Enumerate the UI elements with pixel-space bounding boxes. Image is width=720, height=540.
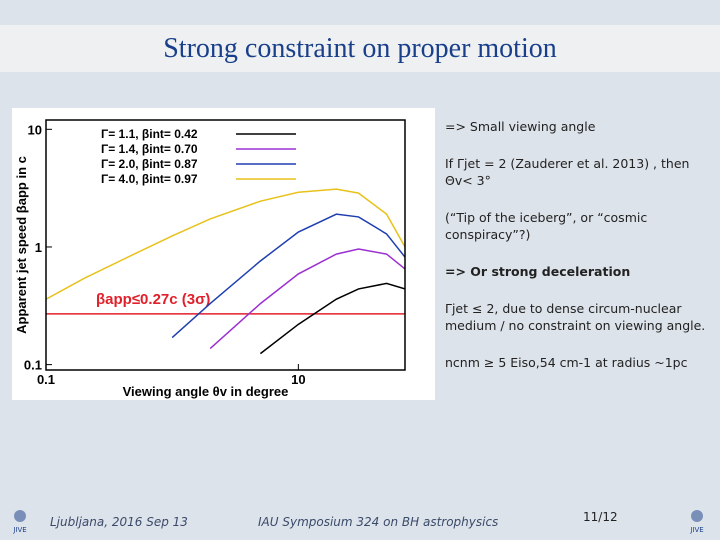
legend-label: Γ= 1.4, βint= 0.70 [101, 142, 198, 156]
note: If Γjet = 2 (Zauderer et al. 2013) , the… [445, 156, 690, 188]
y-tick-label: 1 [35, 240, 42, 255]
footer-page: 11/12 [583, 510, 618, 524]
note: => Small viewing angle [445, 119, 596, 134]
y-tick-label: 0.1 [24, 358, 42, 373]
series-line [171, 213, 405, 339]
y-axis-label: Apparent jet speed βapp in c [14, 156, 29, 334]
slide-title: Strong constraint on proper motion [0, 25, 720, 72]
x-tick-label: 10 [291, 372, 305, 387]
legend-label: Γ= 1.1, βint= 0.42 [101, 127, 198, 141]
plot-frame [45, 119, 406, 371]
logo-text: JIVE [13, 526, 27, 534]
note: Γjet ≤ 2, due to dense circum-nuclear me… [445, 301, 706, 333]
footer-place: Ljubljana, 2016 Sep 13 [50, 515, 188, 529]
chart: 0.1 1 10 0.1 10 βapp≤0.27c (3σ) Γ= 1.1, βint= … [12, 108, 435, 400]
logo: JIVE [5, 508, 35, 536]
limit-label: βapp≤0.27c (3σ) [96, 291, 210, 308]
series-line [46, 188, 405, 300]
note: ncnm ≥ 5 Eiso,54 cm-1 at radius ~1pc [445, 355, 688, 370]
logo-icon [14, 510, 26, 522]
logo-text: JIVE [690, 526, 704, 534]
logo-icon [691, 510, 703, 522]
footer-event: IAU Symposium 324 on BH astrophysics [258, 515, 499, 529]
legend-label: Γ= 2.0, βint= 0.87 [101, 157, 198, 171]
series-line [209, 248, 405, 350]
note: (“Tip of the iceberg”, or “cosmic conspi… [445, 210, 648, 242]
notes: => Small viewing angle If Γjet = 2 (Zaud… [445, 118, 710, 391]
legend-label: Γ= 4.0, βint= 0.97 [101, 172, 198, 186]
note: => Or strong deceleration [445, 264, 631, 279]
series-line [259, 282, 405, 355]
x-axis-label: Viewing angle θv in degree [123, 384, 289, 399]
logo: JIVE [682, 508, 712, 536]
x-tick-label: 0.1 [37, 372, 55, 387]
y-tick-label: 10 [28, 122, 42, 137]
